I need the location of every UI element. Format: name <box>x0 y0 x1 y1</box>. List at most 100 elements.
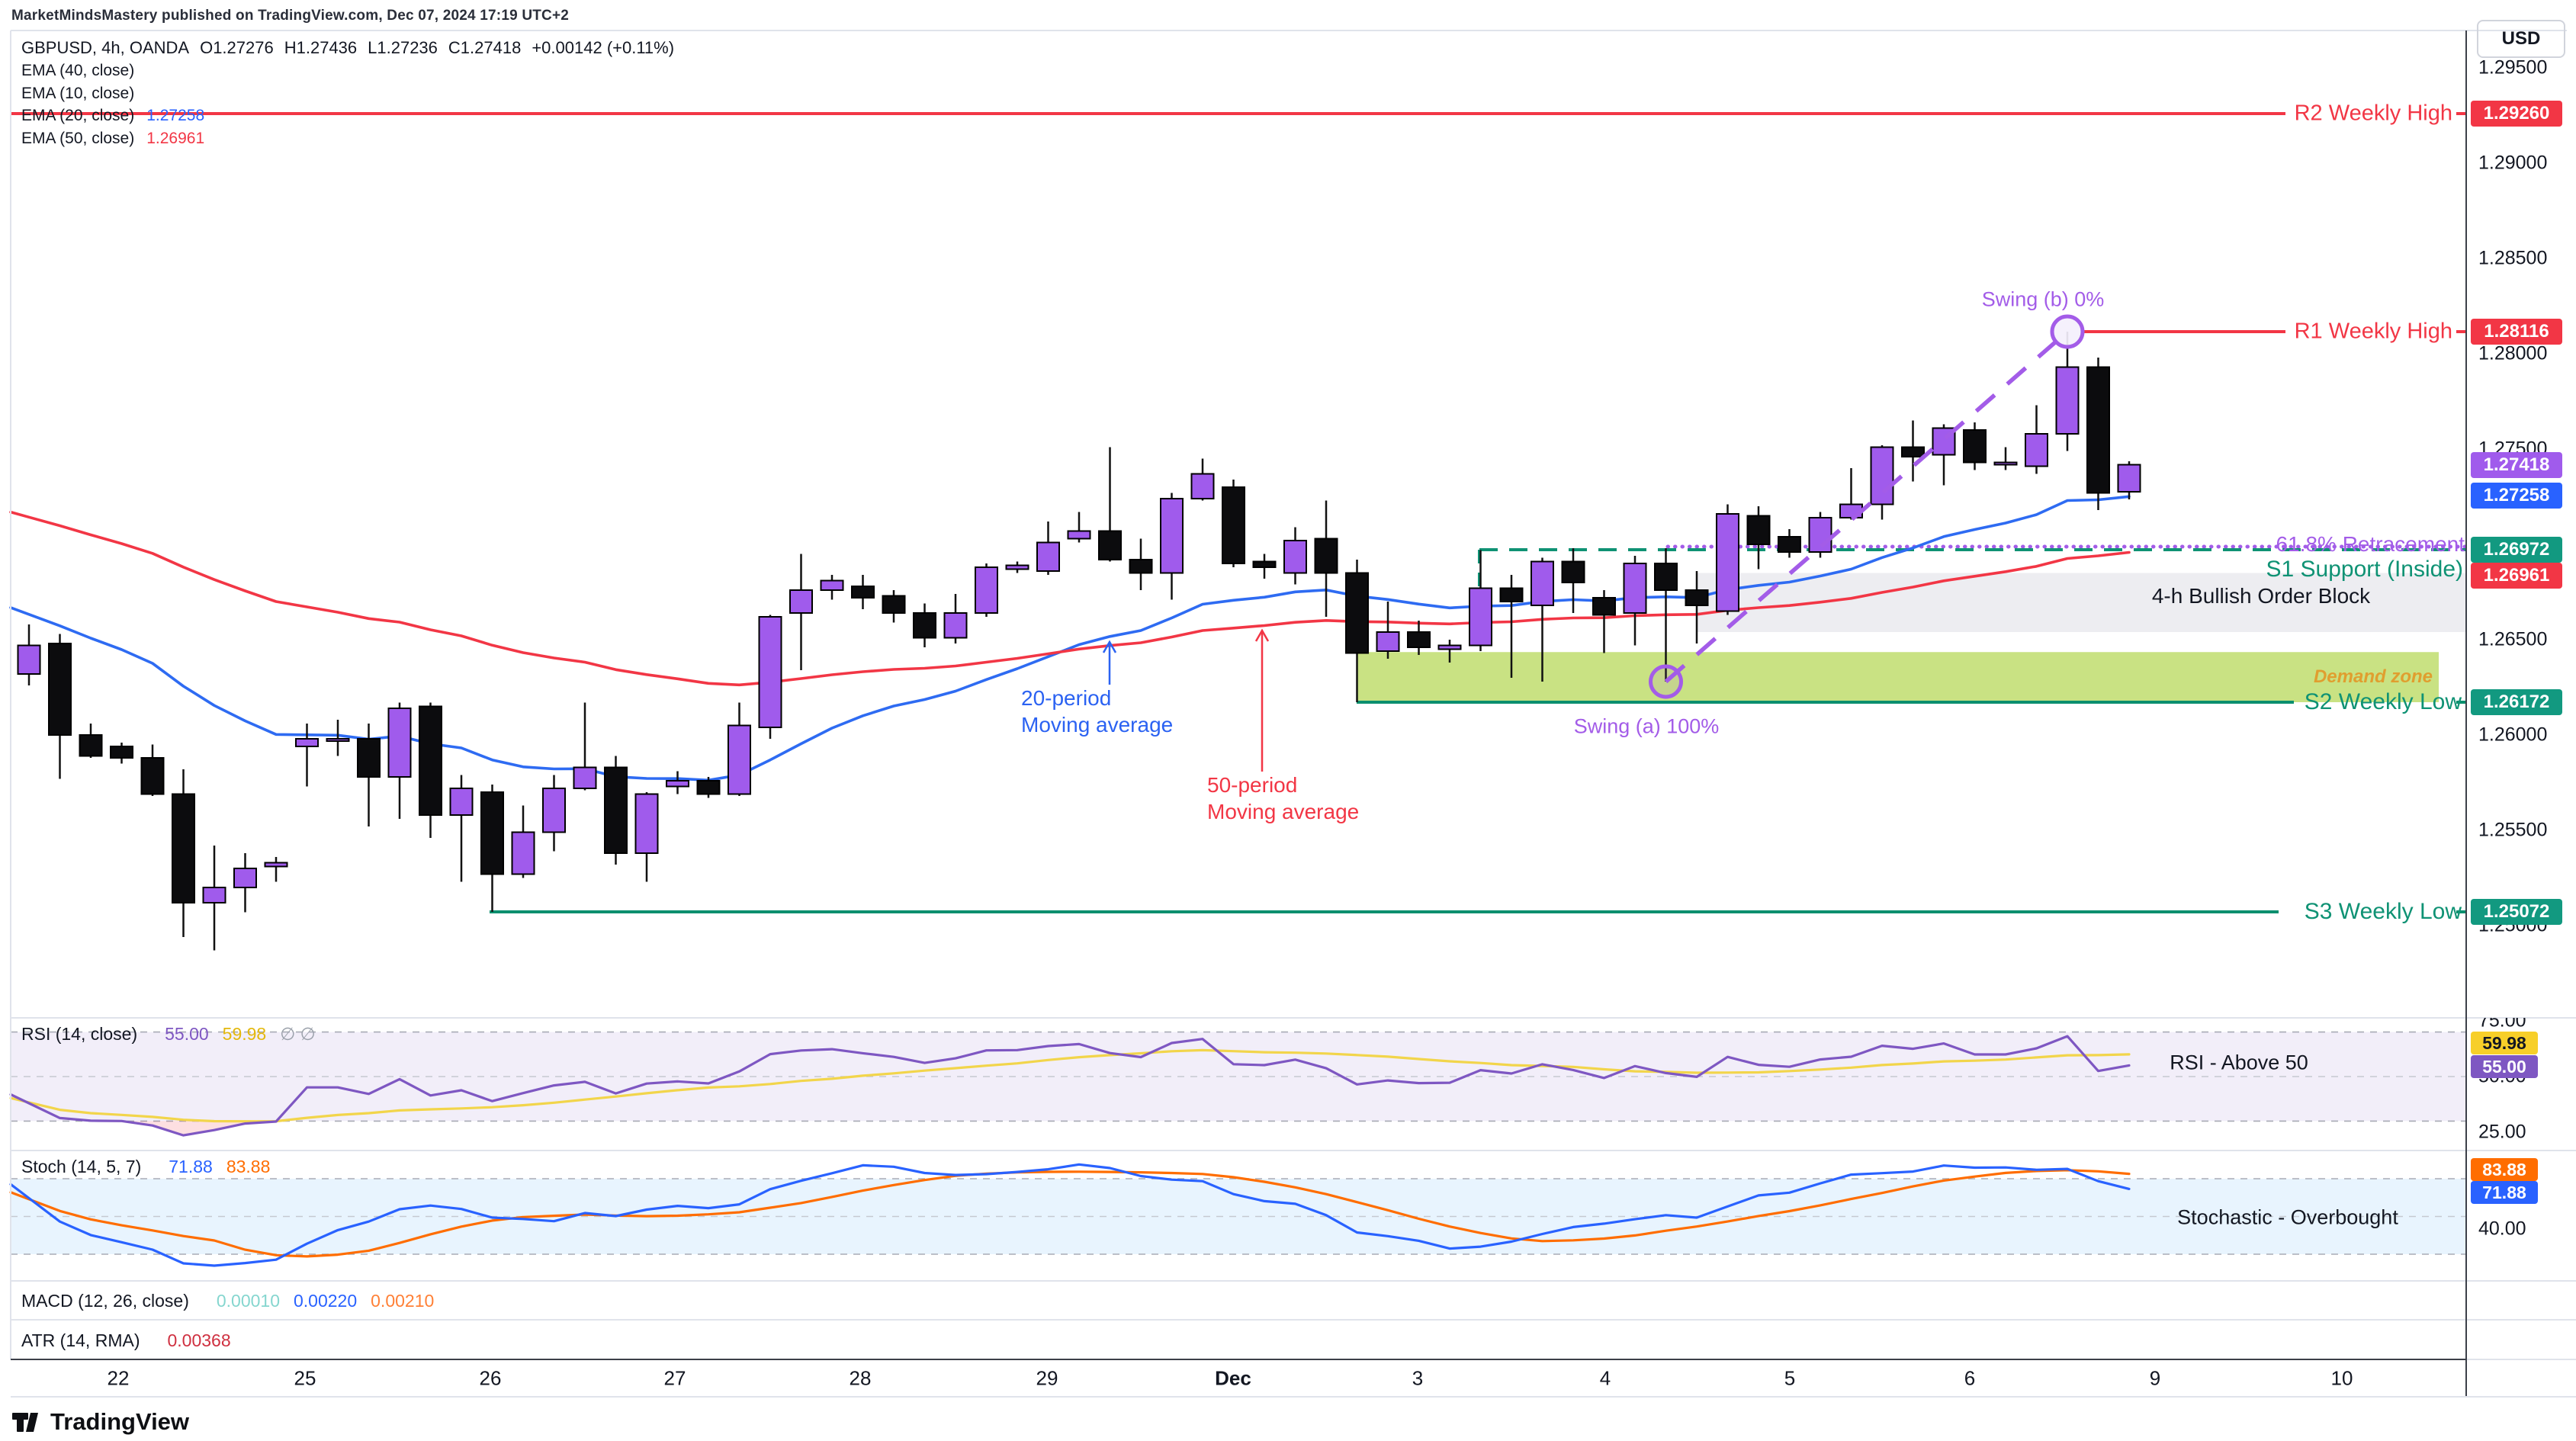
candle-body-down <box>1098 530 1122 560</box>
candle-body-up <box>1531 560 1554 606</box>
ema-line-50 <box>9 510 2131 687</box>
price-tick-label: 1.26000 <box>2478 724 2548 746</box>
candle-body-up <box>634 793 659 854</box>
candle-body-up <box>1716 513 1739 612</box>
price-badge: 1.25072 <box>2471 899 2562 925</box>
panel-legend-value: 83.88 <box>226 1157 271 1176</box>
time-tick-label[interactable]: 10 <box>2330 1366 2353 1390</box>
price-tick-label: 1.29500 <box>2478 56 2548 79</box>
swing-a-circle <box>1649 664 1683 699</box>
time-tick-label[interactable]: 29 <box>1036 1366 1058 1390</box>
rsi-legend[interactable]: RSI (14, close) 55.00 59.98 ∅ ∅ <box>21 1024 316 1045</box>
candle-body-up <box>1808 517 1832 553</box>
candle-body-up <box>975 566 998 614</box>
time-tick-label[interactable]: 9 <box>2149 1366 2161 1390</box>
candle-body-up <box>1067 530 1091 540</box>
s2-label: S2 Weekly Low <box>2304 689 2462 714</box>
candle-body-down <box>1561 560 1585 583</box>
panel-legend-value: 0.00368 <box>167 1330 231 1350</box>
candle-body-up <box>820 579 844 591</box>
price-badge: 1.28116 <box>2471 319 2562 345</box>
time-tick-label[interactable]: 4 <box>1599 1366 1611 1390</box>
stoch-k-line <box>9 1163 2131 1267</box>
price-badge: 1.26972 <box>2471 537 2562 563</box>
candle-body-down <box>851 586 875 599</box>
stoch-legend-title: Stoch (14, 5, 7) <box>21 1157 142 1176</box>
rsi-band <box>11 1032 2466 1122</box>
time-tick-label[interactable]: 3 <box>1412 1366 1424 1390</box>
candle-body-down <box>1222 486 1245 564</box>
price-tick-label: 1.28000 <box>2478 342 2548 364</box>
currency-axis-label[interactable]: USD <box>2477 20 2565 58</box>
candle-body-up <box>1469 587 1492 647</box>
swing-b-circle <box>2050 314 2085 349</box>
time-tick-label[interactable]: 5 <box>1784 1366 1796 1390</box>
candle-body-up <box>2055 366 2080 435</box>
rsi-legend-title: RSI (14, close) <box>21 1024 138 1044</box>
ohlc-close: C1.27418 <box>448 38 522 57</box>
candle-body-up <box>1190 473 1215 499</box>
ohlc-open: O1.27276 <box>200 38 274 57</box>
indicator-legend-label: EMA (20, close) <box>21 107 135 124</box>
indicator-legend-row[interactable]: EMA (40, close) <box>21 62 134 80</box>
candle-body-up <box>573 766 597 789</box>
indicator-legend-label: EMA (10, close) <box>21 84 135 102</box>
price-tick-label: 1.29000 <box>2478 152 2548 174</box>
candle-body-down <box>696 780 721 795</box>
macd-legend[interactable]: MACD (12, 26, close) 0.00010 0.00220 0.0021… <box>21 1291 434 1311</box>
candle-body-down <box>79 734 103 757</box>
attribution-header: MarketMindsMastery published on TradingV… <box>11 8 570 24</box>
candle-body-up <box>511 831 535 875</box>
indicator-badge: 83.88 <box>2471 1158 2538 1181</box>
indicator-legend-row[interactable]: EMA (20, close) 1.27258 <box>21 107 204 125</box>
s1-label: S1 Support (Inside) <box>2266 557 2463 582</box>
panel-legend-value: 71.88 <box>169 1157 213 1176</box>
atr-legend-title: ATR (14, RMA) <box>21 1330 140 1350</box>
candle-body-down <box>882 595 906 614</box>
time-tick-label[interactable]: 26 <box>479 1366 502 1390</box>
candle-body-up <box>1437 644 1462 650</box>
swing-b-label: Swing (b) 0% <box>1981 287 2105 311</box>
stoch-d-line <box>9 1169 2131 1258</box>
symbol-legend[interactable]: GBPUSD, 4h, OANDA O1.27276 H1.27436 L1.2723… <box>21 38 685 58</box>
indicator-badge: 71.88 <box>2471 1181 2538 1204</box>
r2-label: R2 Weekly High <box>2294 101 2452 126</box>
rsi-annotation: RSI - Above 50 <box>2170 1051 2308 1074</box>
candle-body-down <box>172 793 195 903</box>
annotation-arrowhead <box>1102 640 1117 653</box>
symbol-title: GBPUSD, 4h, OANDA <box>21 38 190 57</box>
panel-legend-value: 59.98 <box>222 1024 267 1044</box>
rsi-ma-line <box>9 1048 2131 1123</box>
candle-body-up <box>233 868 257 888</box>
demand-zone <box>1357 652 2439 702</box>
ma50-annotation: 50-period Moving average <box>1207 773 1360 823</box>
time-tick-label[interactable]: 6 <box>1964 1366 1976 1390</box>
candle-body-up <box>1623 563 1647 614</box>
indicator-badge: 55.00 <box>2471 1055 2538 1078</box>
candle-body-down <box>1314 538 1338 574</box>
ohlc-high: H1.27436 <box>284 38 358 57</box>
time-tick-label[interactable]: 25 <box>294 1366 316 1390</box>
macd-legend-title: MACD (12, 26, close) <box>21 1291 189 1311</box>
candle-body-down <box>913 612 936 639</box>
time-tick-label[interactable]: Dec <box>1215 1366 1251 1390</box>
candle-body-up <box>1036 541 1060 572</box>
r1-label: R1 Weekly High <box>2294 319 2452 344</box>
price-badge: 1.26961 <box>2471 563 2562 589</box>
indicator-legend-row[interactable]: EMA (10, close) <box>21 85 134 103</box>
stoch-annotation: Stochastic - Overbought <box>2177 1205 2398 1229</box>
candle-body-up <box>1870 446 1894 505</box>
atr-legend[interactable]: ATR (14, RMA) 0.00368 <box>21 1330 231 1351</box>
time-tick-label[interactable]: 27 <box>663 1366 686 1390</box>
tradingview-logo[interactable]: TradingView <box>12 1407 189 1437</box>
time-tick-label[interactable]: 22 <box>107 1366 130 1390</box>
panel-legend-value: 0.00220 <box>294 1291 358 1311</box>
indicator-legend-row[interactable]: EMA (50, close) 1.26961 <box>21 130 204 148</box>
candle-body-up <box>264 862 288 868</box>
candle-body-up <box>758 616 782 728</box>
stoch-legend[interactable]: Stoch (14, 5, 7) 71.88 83.88 <box>21 1157 270 1177</box>
price-badge: 1.29260 <box>2471 101 2562 127</box>
time-tick-label[interactable]: 28 <box>849 1366 872 1390</box>
